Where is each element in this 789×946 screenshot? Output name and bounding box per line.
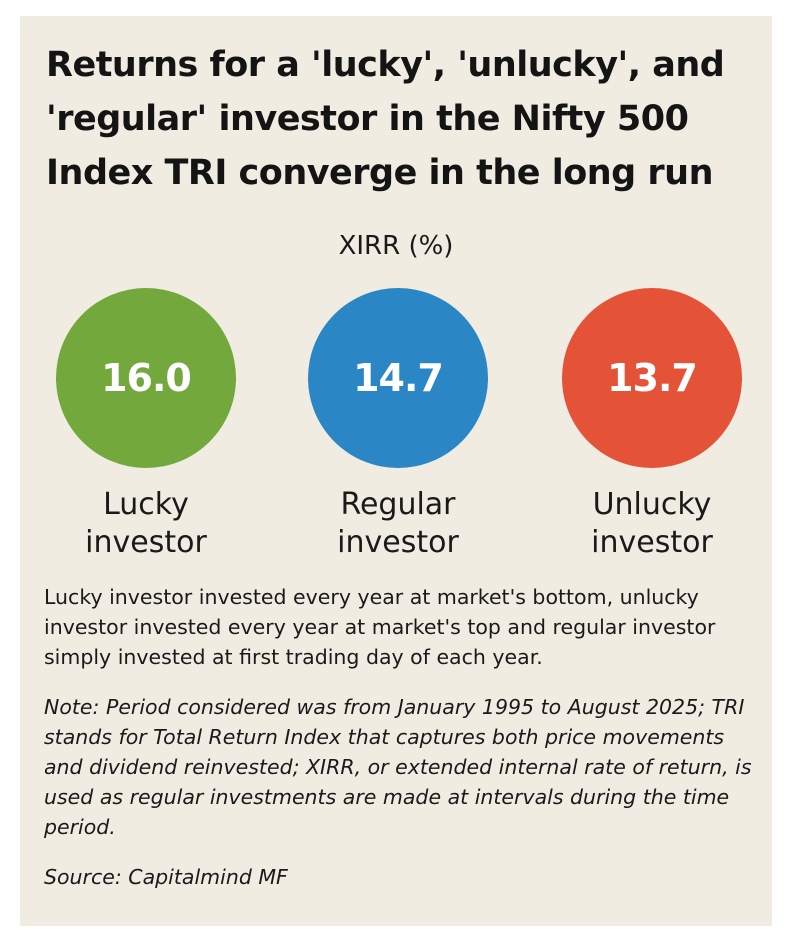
bubble-regular-circle: 14.7	[308, 288, 488, 468]
bubble-unlucky: 13.7	[562, 288, 742, 468]
bubble-unlucky-label-line2: investor	[591, 525, 713, 560]
bubble-lucky-label-line2: investor	[85, 525, 207, 560]
bubble-unlucky-label: Unlucky investor	[542, 486, 762, 562]
bubble-unlucky-label-line1: Unlucky	[592, 487, 712, 522]
bubble-lucky-label-line1: Lucky	[103, 487, 189, 522]
bubble-regular: 14.7	[308, 288, 488, 468]
description: Lucky investor invested every year at ma…	[44, 585, 716, 669]
bubble-regular-value: 14.7	[353, 356, 444, 400]
bubble-lucky-label: Lucky investor	[36, 486, 256, 562]
bubble-lucky: 16.0	[56, 288, 236, 468]
footnote: Note: Period considered was from January…	[44, 695, 752, 839]
bubble-unlucky-value: 13.7	[607, 356, 698, 400]
bubble-unlucky-circle: 13.7	[562, 288, 742, 468]
bubble-regular-label: Regular investor	[288, 486, 508, 562]
metric-label: XIRR (%)	[338, 231, 454, 261]
bubble-regular-label-line1: Regular	[340, 487, 456, 522]
chart-title: Returns for a 'lucky', 'unlucky', and 'r…	[46, 45, 725, 193]
infographic-card: Returns for a 'lucky', 'unlucky', and 'r…	[20, 16, 772, 926]
bubble-lucky-value: 16.0	[101, 356, 192, 400]
bubble-regular-label-line2: investor	[337, 525, 459, 560]
source-credit: Source: Capitalmind MF	[44, 865, 288, 889]
bubble-lucky-circle: 16.0	[56, 288, 236, 468]
